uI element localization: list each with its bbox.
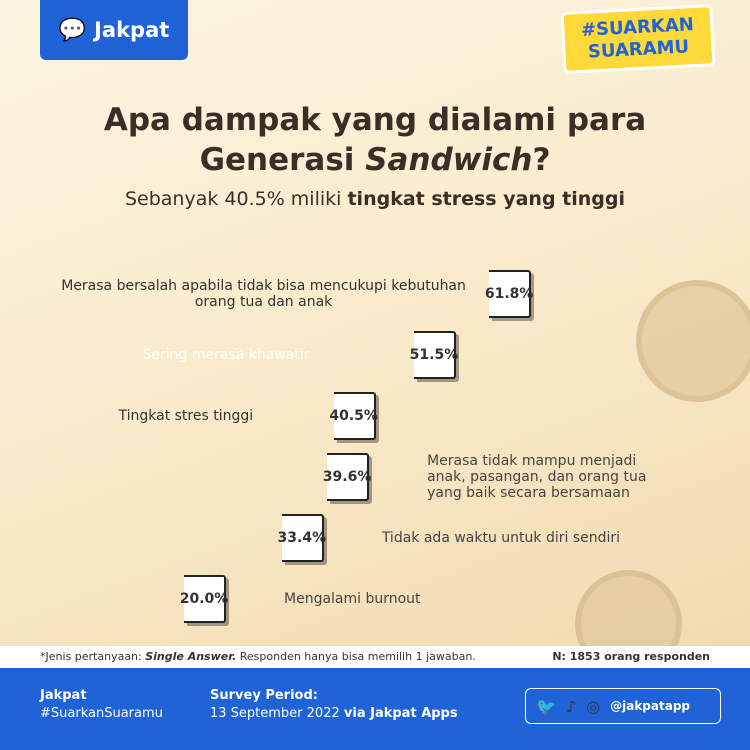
period-label: Survey Period: [210,688,318,703]
logo-text: Jakpat [94,18,170,42]
period: via Jakpat Apps [343,706,458,721]
title-text: Apa dampak yang dialami para [103,102,647,138]
brand: Jakpat [40,688,87,703]
period: 13 September 2022 [210,706,344,721]
logo[interactable]: 💬 Jakpat [40,0,188,60]
value-label: 51.5% [410,331,458,379]
title-text: Sandwich [365,142,533,178]
value-label: 39.6% [323,453,371,501]
note: *Jenis pertanyaan: Single Answer. Respon… [0,646,750,668]
category-label: Tidak ada waktu untuk diri sendiri [381,530,621,546]
note-text: *Jenis pertanyaan: [40,650,146,663]
category-label: Mengalami burnout [284,591,421,607]
footer: Jakpat #SuarkanSuaramu Survey Period: 13… [0,668,750,750]
subtitle: Sebanyak 40.5% miliki tingkat stress yan… [0,188,750,210]
subtitle-text: Sebanyak 40.5% miliki [124,188,348,210]
note-text: Single Answer. [145,650,237,663]
title-text: ? [532,142,551,178]
hashtag: #SuarkanSuaramu [40,706,163,721]
coin [636,280,750,402]
subtitle-text: tingkat stress yang tinggi [347,188,626,210]
value-label: 40.5% [329,392,378,440]
badge: #SUARKAN SUARAMU [560,4,716,74]
value-label: 20.0% [180,575,228,623]
title-text: Generasi [199,142,366,178]
value-label: 61.8% [485,270,533,318]
note-text: Responden hanya bisa memilih 1 jawaban. [239,650,476,663]
category-label: Merasa bersalah apabila tidak bisa mencu… [61,278,466,310]
social-handle: @jakpatapp [610,699,691,713]
category-label: Tingkat stres tinggi [118,408,254,424]
social-links[interactable]: 🐦 ♪ ◎ @jakpatapp [525,688,721,724]
category-label: Sering merasa khawatir [142,347,310,363]
chart-title: Apa dampak yang dialami para Generasi San… [0,100,750,180]
value-label: 33.4% [278,514,326,562]
sample-size: N: 1853 orang responden [552,650,710,663]
category-label: Merasa tidak mampu menjadi anak, pasanga… [427,453,647,501]
